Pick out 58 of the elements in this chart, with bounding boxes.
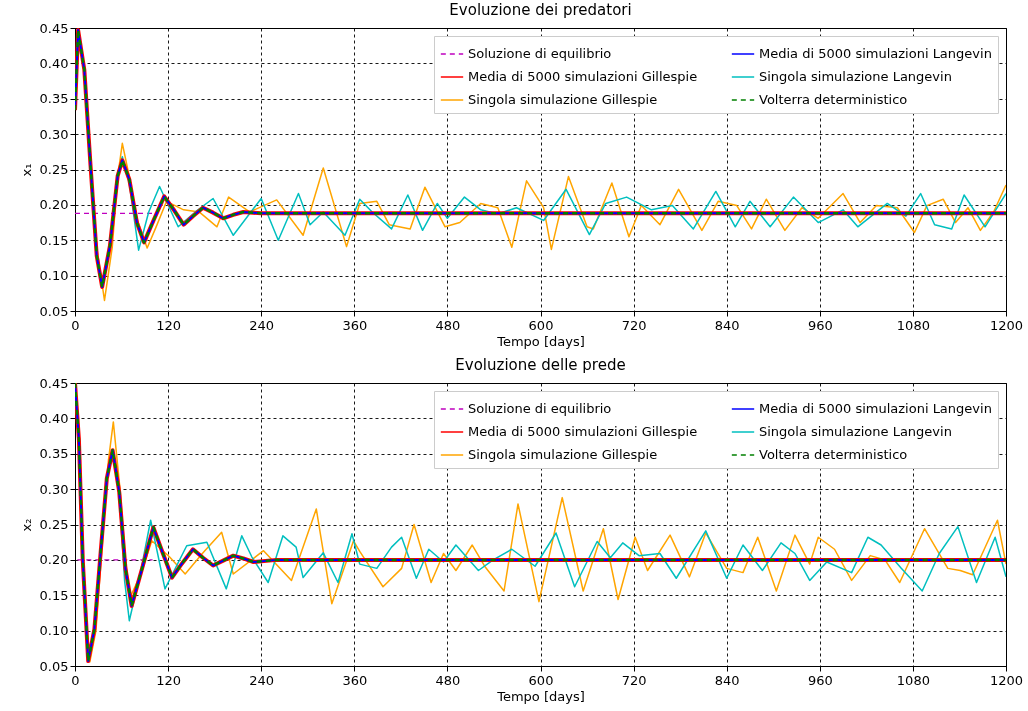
y-tick-label: 0.10 [39, 623, 69, 639]
x-tick-label: 120 [156, 317, 182, 333]
x-tick-label: 0 [71, 317, 80, 333]
legend-label: Singola simulazione Gillespie [468, 447, 658, 462]
x-axis-title: Tempo [days] [496, 333, 585, 349]
legend-label: Singola simulazione Langevin [759, 424, 952, 439]
x-tick-label: 1200 [989, 317, 1024, 333]
y-tick-label: 0.45 [39, 375, 69, 391]
y-tick-label: 0.40 [39, 410, 69, 426]
legend-label: Media di 5000 simulazioni Gillespie [468, 69, 698, 84]
y-tick-label: 0.30 [39, 126, 69, 142]
chart-title: Evoluzione delle prede [455, 356, 626, 374]
x-tick-label: 960 [807, 672, 833, 688]
x-tick-label: 0 [71, 672, 80, 688]
legend-label: Volterra deterministico [759, 447, 908, 462]
x-tick-label: 1080 [896, 672, 930, 688]
x-tick-label: 360 [342, 672, 368, 688]
x-tick-label: 720 [621, 672, 647, 688]
y-axis-title: x₂ [18, 518, 34, 532]
legend-label: Media di 5000 simulazioni Langevin [759, 46, 992, 61]
x-tick-label: 600 [528, 317, 554, 333]
x-tick-label: 240 [249, 672, 275, 688]
legend-label: Singola simulazione Gillespie [468, 92, 658, 107]
legend-label: Singola simulazione Langevin [759, 69, 952, 84]
y-tick-label: 0.30 [39, 481, 69, 497]
x-tick-label: 720 [621, 317, 647, 333]
x-tick-label: 240 [249, 317, 275, 333]
x-tick-label: 480 [435, 672, 461, 688]
x-tick-label: 120 [156, 672, 182, 688]
y-axis-title: x₁ [18, 163, 34, 177]
legend-label: Media di 5000 simulazioni Gillespie [468, 424, 698, 439]
x-tick-label: 1200 [989, 672, 1024, 688]
y-tick-label: 0.40 [39, 55, 69, 71]
y-tick-label: 0.45 [39, 20, 69, 36]
y-tick-label: 0.15 [39, 232, 69, 248]
legend-label: Soluzione di equilibrio [468, 46, 612, 61]
y-tick-label: 0.05 [39, 658, 69, 674]
legend-label: Soluzione di equilibrio [468, 401, 612, 416]
x-tick-label: 840 [714, 317, 740, 333]
y-tick-label: 0.15 [39, 587, 69, 603]
y-tick-label: 0.10 [39, 268, 69, 284]
y-tick-label: 0.35 [39, 91, 69, 107]
x-tick-label: 1080 [896, 317, 930, 333]
y-tick-label: 0.05 [39, 303, 69, 319]
legend-label: Media di 5000 simulazioni Langevin [759, 401, 992, 416]
legend-label: Volterra deterministico [759, 92, 908, 107]
x-tick-label: 360 [342, 317, 368, 333]
y-tick-label: 0.35 [39, 446, 69, 462]
x-tick-label: 600 [528, 672, 554, 688]
x-tick-label: 960 [807, 317, 833, 333]
x-axis-title: Tempo [days] [496, 688, 585, 704]
y-tick-label: 0.25 [39, 517, 69, 532]
x-tick-label: 480 [435, 317, 461, 333]
y-tick-label: 0.20 [39, 197, 69, 213]
y-tick-label: 0.25 [39, 162, 69, 177]
x-tick-label: 840 [714, 672, 740, 688]
y-tick-label: 0.20 [39, 552, 69, 568]
chart-title: Evoluzione dei predatori [449, 1, 632, 19]
